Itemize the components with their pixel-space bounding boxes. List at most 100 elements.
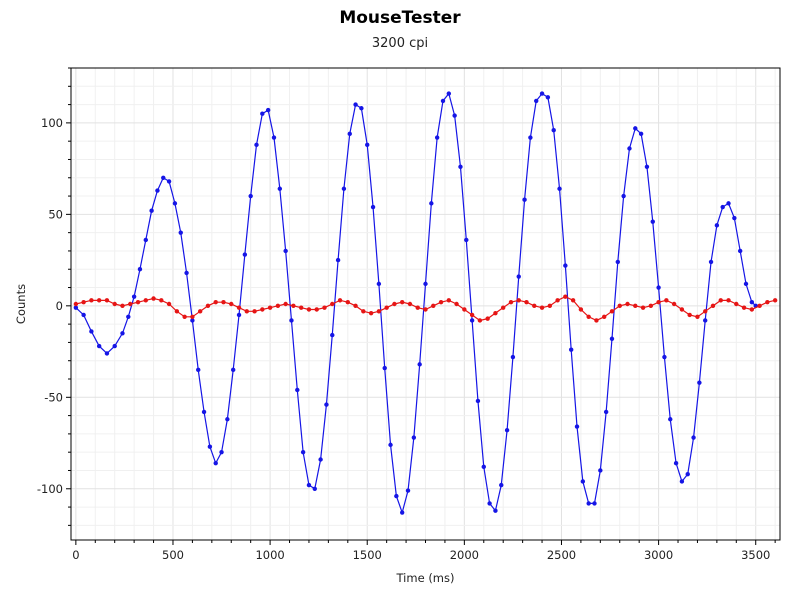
data-point — [485, 316, 490, 321]
data-point — [182, 314, 187, 320]
data-point — [244, 309, 249, 314]
data-point — [159, 298, 164, 303]
data-point — [757, 303, 762, 309]
data-point — [477, 318, 483, 323]
data-point — [638, 131, 644, 137]
data-point — [714, 223, 720, 228]
data-point — [330, 332, 335, 338]
data-point — [431, 303, 436, 309]
data-point — [174, 309, 180, 314]
data-point — [131, 294, 137, 299]
data-point — [219, 449, 224, 455]
data-point — [640, 305, 646, 310]
data-point — [703, 318, 708, 323]
x-tick-label: 3000 — [644, 548, 673, 562]
data-point — [112, 301, 117, 307]
data-point — [149, 208, 154, 213]
data-point — [361, 309, 366, 314]
data-point — [370, 204, 376, 210]
data-point — [627, 146, 632, 151]
data-point — [539, 305, 545, 310]
data-point — [454, 301, 459, 307]
data-point — [469, 312, 475, 318]
data-point — [469, 318, 475, 323]
series-line — [75, 92, 757, 515]
data-point — [551, 128, 556, 133]
data-point — [749, 307, 755, 312]
data-point — [741, 305, 747, 310]
data-point — [557, 186, 562, 191]
data-point — [586, 501, 591, 506]
data-point — [726, 201, 731, 206]
data-point — [586, 314, 591, 320]
data-point — [625, 301, 630, 307]
data-point — [295, 387, 300, 393]
data-point — [580, 479, 586, 484]
data-point — [547, 303, 553, 309]
data-point — [312, 486, 317, 491]
x-tick-label: 2000 — [450, 548, 479, 562]
data-point — [570, 298, 576, 303]
data-point — [341, 186, 347, 191]
data-point — [648, 303, 654, 309]
data-point — [603, 409, 609, 415]
data-point — [710, 303, 716, 309]
data-point — [508, 299, 514, 305]
data-point — [306, 482, 312, 488]
data-point — [190, 318, 195, 323]
data-point — [143, 298, 148, 303]
data-point — [650, 219, 655, 224]
x-tick-label: 3500 — [741, 548, 770, 562]
data-point — [151, 296, 156, 301]
data-point — [81, 299, 86, 305]
data-point — [407, 301, 413, 307]
data-point — [345, 299, 351, 305]
data-point — [656, 285, 661, 290]
data-point — [353, 303, 358, 309]
data-point — [112, 343, 117, 349]
data-point — [166, 301, 172, 307]
data-point — [534, 98, 539, 104]
y-tick-label: 100 — [41, 116, 63, 130]
data-point — [254, 142, 259, 148]
data-point — [166, 179, 172, 184]
chart-title: MouseTester — [339, 8, 461, 28]
data-point — [137, 267, 143, 272]
data-point — [322, 305, 327, 310]
data-point — [662, 354, 667, 360]
data-point — [446, 298, 452, 303]
data-point — [685, 471, 690, 477]
data-point — [500, 305, 506, 310]
data-point — [81, 312, 86, 318]
data-point — [765, 299, 770, 305]
data-point — [673, 460, 679, 466]
data-point — [128, 301, 133, 307]
data-point — [197, 309, 203, 314]
data-point — [656, 299, 661, 305]
data-point — [405, 488, 411, 493]
data-point — [236, 312, 242, 318]
data-point — [516, 298, 521, 303]
data-point — [184, 270, 189, 276]
data-point — [732, 215, 737, 221]
data-point — [291, 303, 296, 309]
data-point — [458, 164, 463, 169]
data-point — [695, 314, 700, 320]
axis-ticks: 0 500 1000 1500 2000 2500 3000 3500 -100 -50 0 50 10… — [37, 67, 776, 562]
data-point — [399, 510, 405, 515]
data-point — [230, 367, 236, 373]
data-point — [283, 301, 288, 307]
data-point — [703, 309, 708, 314]
x-tick-label: 0 — [72, 548, 79, 562]
data-point — [708, 259, 714, 265]
chart-subtitle: 3200 cpi — [371, 36, 429, 51]
data-point — [298, 305, 304, 310]
data-point — [213, 299, 218, 305]
data-point — [96, 343, 102, 349]
data-point — [96, 298, 102, 303]
data-point — [229, 301, 234, 307]
data-point — [668, 417, 673, 422]
data-point — [687, 312, 692, 318]
series-1 — [73, 294, 778, 323]
